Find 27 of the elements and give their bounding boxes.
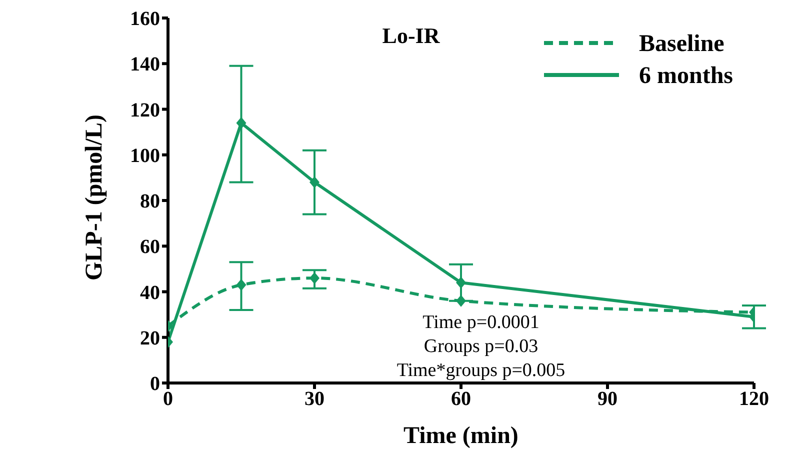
annotation: Time*groups p=0.005: [396, 360, 566, 381]
point: [236, 278, 246, 291]
annotation: Groups p=0.03: [424, 336, 538, 357]
point: [310, 272, 320, 284]
x-tick-label: 60: [451, 388, 471, 410]
y-axis-title: GLP-1 (pmol/L): [82, 114, 108, 280]
y-tick-label: 160: [130, 8, 160, 30]
point: [236, 116, 246, 129]
y-tick-label: 60: [140, 236, 160, 258]
legend-label: Baseline: [639, 31, 725, 57]
point: [456, 294, 466, 307]
y-tick-label: 20: [140, 327, 160, 350]
point: [456, 276, 466, 289]
chart-title: Lo-IR: [382, 23, 441, 48]
y-tick-label: 80: [140, 190, 160, 213]
annotation: Time p=0.0001: [422, 312, 540, 333]
x-axis-title: Time (min): [404, 423, 518, 449]
y-tick-label: 140: [130, 54, 160, 76]
x-tick-label: 30: [304, 388, 324, 410]
y-tick-label: 120: [130, 99, 160, 122]
legend-label: 6 months: [639, 63, 734, 89]
y-tick-label: 40: [140, 282, 160, 304]
point: [310, 176, 320, 188]
y-tick-label: 100: [130, 144, 160, 167]
x-tick-label: 120: [739, 388, 769, 410]
x-tick-label: 90: [598, 388, 618, 410]
y-tick-label: 0: [150, 373, 160, 396]
